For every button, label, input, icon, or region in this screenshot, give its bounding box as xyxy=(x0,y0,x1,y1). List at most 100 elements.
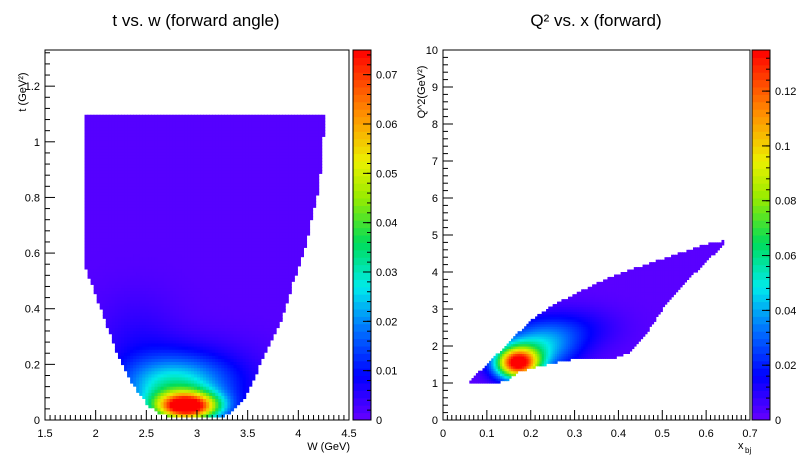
left-heatmap-cell xyxy=(227,305,232,310)
left-heatmap-cell xyxy=(148,182,152,187)
left-heatmap-cell xyxy=(178,312,183,316)
left-heatmap-cell xyxy=(172,302,177,307)
left-heatmap-cell xyxy=(145,284,149,289)
left-heatmap-cell xyxy=(124,265,128,270)
left-heatmap-cell xyxy=(279,272,283,276)
left-heatmap-cell xyxy=(251,321,256,326)
left-heatmap-cell xyxy=(239,346,244,350)
left-heatmap-cell xyxy=(151,213,156,218)
left-heatmap-cell xyxy=(200,256,204,261)
left-heatmap-cell xyxy=(239,170,244,174)
left-heatmap-cell xyxy=(163,235,168,239)
left-heatmap-cell xyxy=(209,250,213,255)
left-heatmap-cell xyxy=(291,185,295,190)
left-heatmap-cell xyxy=(233,333,238,338)
left-heatmap-cell xyxy=(233,188,238,193)
left-heatmap-cell xyxy=(236,228,241,233)
left-heatmap-cell xyxy=(227,342,232,347)
left-heatmap-cell xyxy=(117,253,122,258)
left-heatmap-cell xyxy=(245,330,250,335)
left-heatmap-cell xyxy=(87,207,92,211)
left-heatmap-cell xyxy=(117,324,122,329)
left-heatmap-cell xyxy=(230,358,235,363)
left-heatmap-cell xyxy=(163,395,168,400)
left-heatmap-cell xyxy=(190,238,195,242)
left-heatmap-cell xyxy=(178,216,183,221)
left-heatmap-cell xyxy=(154,327,159,332)
left-heatmap-cell xyxy=(166,370,171,375)
left-heatmap-cell xyxy=(145,324,149,329)
left-heatmap-cell xyxy=(239,336,244,341)
left-heatmap-cell xyxy=(187,410,192,415)
left-heatmap-cell xyxy=(260,272,265,276)
left-heatmap-cell xyxy=(175,324,180,329)
left-heatmap-cell xyxy=(184,250,189,255)
left-heatmap-cell xyxy=(121,213,125,218)
left-heatmap-cell xyxy=(251,231,256,236)
left-heatmap-cell xyxy=(209,191,213,196)
left-heatmap-cell xyxy=(227,284,232,289)
left-heatmap-cell xyxy=(279,194,283,199)
left-heatmap-cell xyxy=(248,235,253,239)
left-heatmap-cell xyxy=(169,194,174,199)
left-heatmap-cell xyxy=(248,315,253,319)
left-heatmap-cell xyxy=(273,170,277,174)
left-heatmap-cell xyxy=(142,275,146,279)
left-heatmap-cell xyxy=(145,346,149,350)
left-heatmap-cell xyxy=(251,284,256,289)
left-heatmap-cell xyxy=(263,262,268,267)
left-heatmap-cell xyxy=(215,164,219,168)
left-heatmap-cell xyxy=(276,324,280,329)
left-heatmap-cell xyxy=(124,290,128,295)
left-heatmap-cell xyxy=(114,179,119,184)
left-heatmap-cell xyxy=(105,228,110,233)
left-heatmap-cell xyxy=(181,336,186,341)
left-heatmap-cell xyxy=(84,247,89,252)
left-heatmap-cell xyxy=(236,259,241,264)
left-heatmap-cell xyxy=(303,191,308,196)
left-heatmap-cell xyxy=(99,191,104,196)
left-heatmap-cell xyxy=(230,225,235,230)
left-heatmap-cell xyxy=(242,305,247,310)
left-heatmap-cell xyxy=(193,173,198,178)
left-heatmap-cell xyxy=(181,349,186,353)
left-heatmap-cell xyxy=(309,216,314,221)
left-heatmap-cell xyxy=(142,383,146,387)
left-heatmap-cell xyxy=(309,191,314,196)
left-heatmap-cell xyxy=(260,228,265,233)
left-heatmap-cell xyxy=(108,231,113,236)
left-heatmap-cell xyxy=(190,339,195,344)
left-heatmap-cell xyxy=(227,170,232,174)
left-heatmap-cell xyxy=(184,222,189,227)
left-heatmap-cell xyxy=(166,373,171,378)
left-heatmap-cell xyxy=(157,268,162,273)
left-heatmap-cell xyxy=(175,383,180,387)
left-heatmap-cell xyxy=(224,287,228,292)
left-heatmap-cell xyxy=(166,201,171,205)
left-heatmap-cell xyxy=(127,333,131,338)
left-heatmap-cell xyxy=(190,191,195,196)
left-heatmap-cell xyxy=(130,333,134,338)
left-heatmap-cell xyxy=(209,296,213,301)
left-heatmap-cell xyxy=(163,364,168,369)
left-heatmap-cell xyxy=(172,256,177,261)
left-heatmap-cell xyxy=(273,222,277,227)
left-heatmap-cell xyxy=(121,355,125,359)
left-heatmap-cell xyxy=(117,250,122,255)
left-heatmap-cell xyxy=(276,244,280,248)
left-heatmap-cell xyxy=(130,293,134,298)
left-heatmap-cell xyxy=(136,216,140,221)
left-heatmap-cell xyxy=(266,299,271,304)
left-heatmap-cell xyxy=(87,219,92,224)
left-heatmap-cell xyxy=(193,188,198,193)
left-heatmap-cell xyxy=(288,250,292,255)
left-heatmap-cell xyxy=(169,247,174,252)
left-heatmap-cell xyxy=(139,392,143,396)
left-heatmap-cell xyxy=(248,185,253,190)
left-heatmap-cell xyxy=(263,309,268,313)
left-heatmap-cell xyxy=(190,265,195,270)
left-heatmap-cell xyxy=(200,336,204,341)
left-heatmap-cell xyxy=(139,367,143,372)
left-heatmap-cell xyxy=(145,275,149,279)
left-heatmap-cell xyxy=(154,355,159,359)
